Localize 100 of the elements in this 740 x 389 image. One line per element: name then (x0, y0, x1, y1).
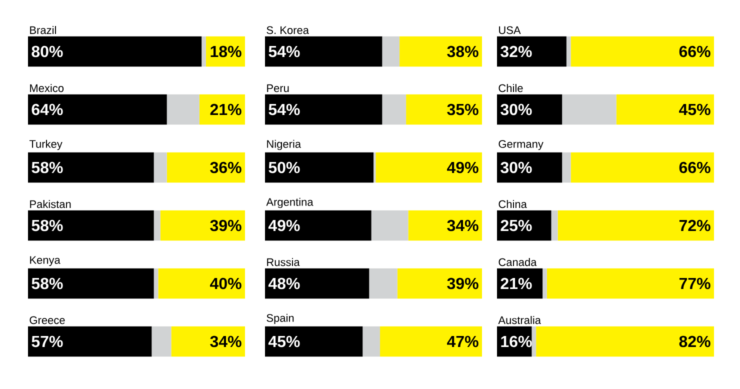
data-label: 45% (268, 336, 300, 348)
bar (154, 210, 160, 241)
category-label: Peru (267, 84, 289, 92)
data-label: 21% (210, 104, 242, 116)
data-label: 49% (447, 162, 478, 174)
bar (371, 210, 408, 241)
data-label: 57% (32, 336, 63, 348)
bar (265, 94, 382, 125)
bar (497, 152, 562, 183)
category-label: Germany (498, 140, 544, 150)
bar (265, 268, 370, 299)
data-label: 34% (210, 336, 242, 348)
data-label: 18% (210, 46, 242, 58)
bar (28, 326, 152, 357)
data-label: 64% (32, 104, 63, 116)
data-label: 39% (447, 278, 478, 290)
bar (154, 152, 167, 183)
bar (382, 94, 406, 125)
category-label: Argentina (266, 198, 314, 208)
data-label: 66% (679, 46, 710, 58)
bar (265, 36, 382, 67)
bar (616, 94, 714, 125)
bar (171, 326, 245, 357)
data-label: 25% (500, 220, 532, 232)
bar (562, 152, 571, 183)
data-label: 45% (679, 104, 710, 116)
bar (397, 268, 482, 299)
data-label: 39% (210, 220, 242, 232)
bar (551, 210, 558, 241)
bar (570, 152, 714, 183)
category-label: Spain (266, 314, 294, 324)
category-label: Canada (498, 258, 537, 266)
data-label: 50% (268, 162, 300, 174)
data-label: 40% (210, 278, 242, 290)
bar (558, 210, 714, 241)
data-label: 38% (447, 46, 478, 58)
bar (406, 94, 482, 125)
data-label: 80% (32, 46, 63, 58)
data-label: 54% (268, 104, 300, 116)
data-label: 49% (268, 220, 300, 232)
bar (497, 36, 566, 67)
category-label: Australia (498, 316, 541, 324)
bar (152, 326, 172, 357)
bar (546, 268, 714, 299)
bar (166, 94, 200, 125)
data-label: 77% (679, 278, 710, 290)
bar (160, 210, 245, 241)
bar (369, 268, 398, 299)
bar (542, 268, 547, 299)
bar (532, 326, 536, 357)
bar (265, 152, 374, 183)
bar (158, 268, 245, 299)
data-label: 58% (32, 278, 63, 290)
data-label: 30% (500, 104, 532, 116)
bar (28, 36, 202, 67)
data-label: 21% (500, 278, 532, 290)
bar (202, 36, 206, 67)
bar (362, 326, 380, 357)
bar (566, 36, 571, 67)
bar (497, 210, 552, 241)
category-label: Kenya (30, 256, 60, 266)
category-label: Russia (267, 258, 300, 266)
category-label: Pakistan (30, 200, 71, 208)
bar (562, 94, 616, 125)
data-label: 35% (447, 104, 478, 116)
data-label: 54% (268, 46, 300, 58)
bar (408, 210, 482, 241)
category-label: USA (499, 26, 521, 34)
data-label: 16% (501, 336, 532, 348)
bar (380, 326, 482, 357)
category-label: Nigeria (267, 140, 302, 150)
bar (400, 36, 482, 67)
category-label: S. Korea (266, 26, 309, 34)
category-label: Brazil (30, 26, 56, 34)
data-label: 66% (679, 162, 710, 174)
category-label: China (498, 200, 527, 208)
category-label: Mexico (30, 84, 64, 92)
category-label: Turkey (29, 140, 62, 150)
bar (28, 210, 154, 241)
bar (166, 152, 245, 183)
bar (28, 152, 154, 183)
data-label: 58% (32, 220, 63, 232)
bar (265, 326, 363, 357)
data-label: 32% (500, 46, 532, 58)
bar (265, 210, 372, 241)
bar (382, 36, 400, 67)
bar (570, 36, 714, 67)
data-label: 82% (679, 336, 710, 348)
data-label: 47% (447, 336, 478, 348)
data-label: 36% (210, 162, 242, 174)
bar (497, 94, 562, 125)
data-label: 30% (500, 162, 532, 174)
bar (28, 94, 167, 125)
data-label: 34% (447, 220, 478, 232)
category-label: Chile (498, 84, 523, 92)
bar (536, 326, 714, 357)
bar (28, 268, 154, 299)
bar (154, 268, 158, 299)
data-label: 48% (268, 278, 300, 290)
data-label: 72% (679, 220, 710, 232)
